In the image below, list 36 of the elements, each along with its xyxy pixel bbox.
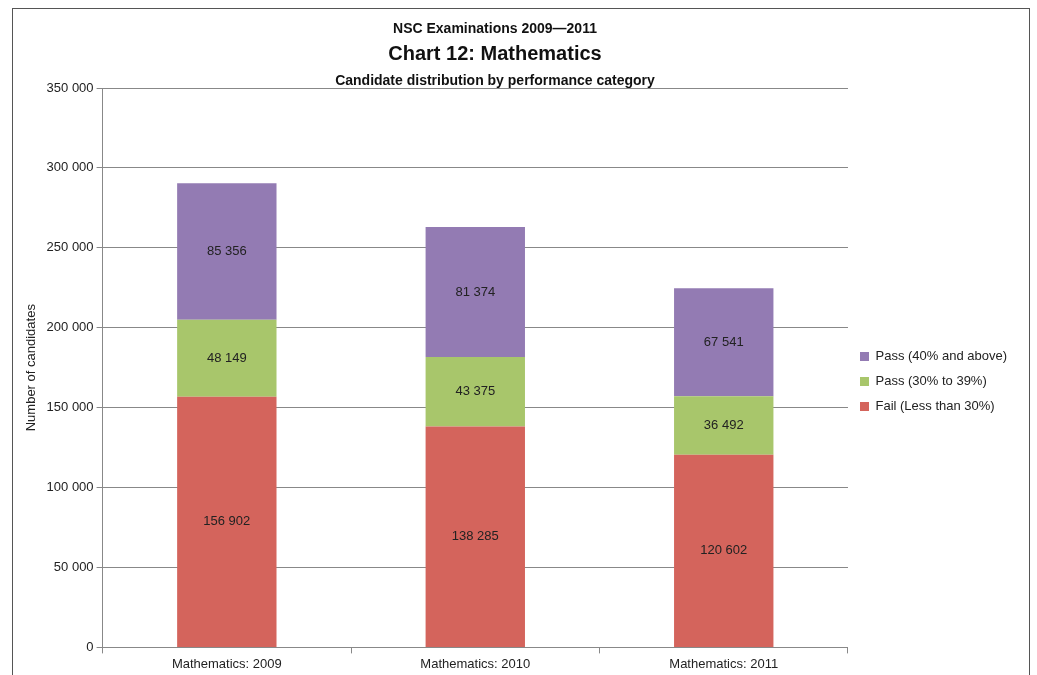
- x-tick-label: Mathematics: 2010: [420, 655, 531, 671]
- y-tick-label: 300 000: [46, 159, 94, 175]
- text: NSC Examinations 2009—2011: [392, 20, 598, 36]
- data-label: 156 902: [203, 513, 251, 529]
- data-label: 138 285: [451, 528, 499, 544]
- y-tick-label: 350 000: [46, 79, 94, 95]
- y-tick-label: 200 000: [46, 319, 94, 335]
- legend-label: Pass (30% to 39%): [875, 373, 987, 389]
- chart-subtitle: Candidate distribution by performance category: [335, 72, 655, 88]
- x-tick-label: Mathematics: 2009: [171, 655, 282, 671]
- data-label: 85 356: [206, 243, 247, 259]
- bar: [425, 426, 525, 647]
- x-tick-label: Mathematics: 2011: [669, 655, 779, 671]
- legend-label: Pass (40% and above): [875, 348, 1008, 364]
- y-tick-label: 150 000: [46, 399, 94, 415]
- data-label: 67 541: [703, 333, 744, 349]
- data-label: 36 492: [703, 417, 744, 433]
- y-tick-label: 0: [86, 638, 94, 654]
- data-label: 81 374: [455, 283, 496, 299]
- bar: [425, 227, 525, 358]
- y-tick-label: 100 000: [46, 479, 94, 495]
- bar: [674, 396, 774, 455]
- bar: [674, 288, 774, 397]
- chart-title: Chart 12: Mathematics: [387, 42, 603, 65]
- bar: [674, 454, 774, 647]
- bar: [425, 357, 525, 427]
- y-tick-label: 50 000: [53, 559, 94, 575]
- data-label: 120 602: [700, 542, 748, 558]
- y-axis-title: Number of candidates: [23, 303, 39, 432]
- data-label: 48 149: [206, 349, 247, 365]
- bar: [177, 319, 277, 397]
- bar: [177, 396, 277, 647]
- data-label: 43 375: [455, 383, 496, 399]
- legend-label: Fail (Less than 30%): [875, 398, 995, 414]
- y-tick-label: 250 000: [46, 239, 94, 255]
- bar: [177, 183, 277, 320]
